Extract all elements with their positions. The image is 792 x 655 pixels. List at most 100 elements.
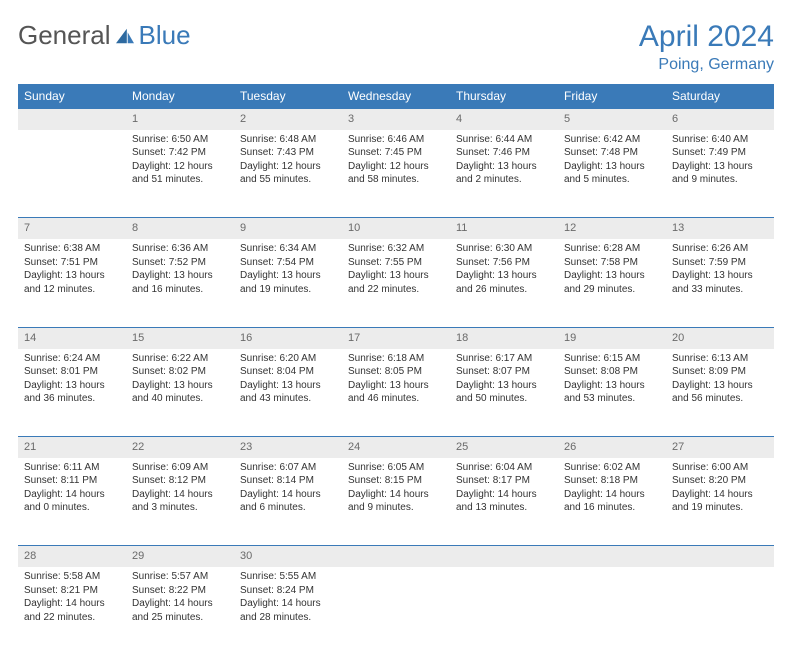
sunset-text: Sunset: 7:45 PM — [348, 146, 444, 160]
daylight-text: Daylight: 13 hours and 40 minutes. — [132, 379, 228, 406]
daylight-text: Daylight: 14 hours and 28 minutes. — [240, 597, 336, 624]
sunrise-text: Sunrise: 6:36 AM — [132, 242, 228, 256]
sunset-text: Sunset: 7:59 PM — [672, 256, 768, 270]
sunset-text: Sunset: 8:14 PM — [240, 474, 336, 488]
daylight-text: Daylight: 13 hours and 22 minutes. — [348, 269, 444, 296]
month-title: April 2024 — [639, 20, 774, 54]
day-cell: Sunrise: 6:07 AMSunset: 8:14 PMDaylight:… — [234, 458, 342, 546]
daylight-text: Daylight: 13 hours and 29 minutes. — [564, 269, 660, 296]
content-row: Sunrise: 6:11 AMSunset: 8:11 PMDaylight:… — [18, 458, 774, 546]
day-cell: Sunrise: 6:42 AMSunset: 7:48 PMDaylight:… — [558, 130, 666, 218]
day-cell: Sunrise: 6:40 AMSunset: 7:49 PMDaylight:… — [666, 130, 774, 218]
day-cell: Sunrise: 6:20 AMSunset: 8:04 PMDaylight:… — [234, 349, 342, 437]
day-cell: Sunrise: 6:44 AMSunset: 7:46 PMDaylight:… — [450, 130, 558, 218]
sunrise-text: Sunrise: 6:11 AM — [24, 461, 120, 475]
day-number: 3 — [342, 109, 450, 130]
daynum-row: 282930 — [18, 546, 774, 567]
daylight-text: Daylight: 13 hours and 53 minutes. — [564, 379, 660, 406]
day-number: 17 — [342, 327, 450, 348]
day-cell — [666, 567, 774, 655]
sunset-text: Sunset: 8:22 PM — [132, 584, 228, 598]
day-number: 19 — [558, 327, 666, 348]
daylight-text: Daylight: 14 hours and 25 minutes. — [132, 597, 228, 624]
day-number: 21 — [18, 437, 126, 458]
sunset-text: Sunset: 8:05 PM — [348, 365, 444, 379]
sunset-text: Sunset: 7:43 PM — [240, 146, 336, 160]
sunset-text: Sunset: 8:24 PM — [240, 584, 336, 598]
daylight-text: Daylight: 14 hours and 19 minutes. — [672, 488, 768, 515]
brand-part1: General — [18, 20, 111, 51]
day-cell: Sunrise: 6:26 AMSunset: 7:59 PMDaylight:… — [666, 239, 774, 327]
sunrise-text: Sunrise: 6:04 AM — [456, 461, 552, 475]
day-number: 1 — [126, 109, 234, 130]
daylight-text: Daylight: 14 hours and 0 minutes. — [24, 488, 120, 515]
weekday-header-row: Sunday Monday Tuesday Wednesday Thursday… — [18, 84, 774, 109]
day-number — [18, 109, 126, 130]
sunrise-text: Sunrise: 6:40 AM — [672, 133, 768, 147]
sunset-text: Sunset: 7:52 PM — [132, 256, 228, 270]
day-cell: Sunrise: 6:09 AMSunset: 8:12 PMDaylight:… — [126, 458, 234, 546]
daylight-text: Daylight: 13 hours and 9 minutes. — [672, 160, 768, 187]
weekday-header: Wednesday — [342, 84, 450, 109]
weekday-header: Monday — [126, 84, 234, 109]
day-cell: Sunrise: 6:02 AMSunset: 8:18 PMDaylight:… — [558, 458, 666, 546]
day-number: 20 — [666, 327, 774, 348]
sunrise-text: Sunrise: 5:57 AM — [132, 570, 228, 584]
day-number: 13 — [666, 218, 774, 239]
sunrise-text: Sunrise: 6:38 AM — [24, 242, 120, 256]
daylight-text: Daylight: 13 hours and 12 minutes. — [24, 269, 120, 296]
day-cell — [342, 567, 450, 655]
sunrise-text: Sunrise: 6:09 AM — [132, 461, 228, 475]
sunset-text: Sunset: 7:51 PM — [24, 256, 120, 270]
day-cell: Sunrise: 5:58 AMSunset: 8:21 PMDaylight:… — [18, 567, 126, 655]
day-cell: Sunrise: 6:28 AMSunset: 7:58 PMDaylight:… — [558, 239, 666, 327]
daylight-text: Daylight: 14 hours and 9 minutes. — [348, 488, 444, 515]
day-cell: Sunrise: 6:15 AMSunset: 8:08 PMDaylight:… — [558, 349, 666, 437]
sunset-text: Sunset: 8:20 PM — [672, 474, 768, 488]
sunrise-text: Sunrise: 6:02 AM — [564, 461, 660, 475]
day-cell: Sunrise: 6:11 AMSunset: 8:11 PMDaylight:… — [18, 458, 126, 546]
day-cell: Sunrise: 6:22 AMSunset: 8:02 PMDaylight:… — [126, 349, 234, 437]
sunrise-text: Sunrise: 6:26 AM — [672, 242, 768, 256]
day-number: 4 — [450, 109, 558, 130]
daylight-text: Daylight: 14 hours and 13 minutes. — [456, 488, 552, 515]
day-cell: Sunrise: 6:17 AMSunset: 8:07 PMDaylight:… — [450, 349, 558, 437]
sunrise-text: Sunrise: 6:50 AM — [132, 133, 228, 147]
sunset-text: Sunset: 8:08 PM — [564, 365, 660, 379]
day-cell: Sunrise: 6:18 AMSunset: 8:05 PMDaylight:… — [342, 349, 450, 437]
content-row: Sunrise: 5:58 AMSunset: 8:21 PMDaylight:… — [18, 567, 774, 655]
sunset-text: Sunset: 8:17 PM — [456, 474, 552, 488]
sunset-text: Sunset: 7:42 PM — [132, 146, 228, 160]
daynum-row: 78910111213 — [18, 218, 774, 239]
daylight-text: Daylight: 13 hours and 46 minutes. — [348, 379, 444, 406]
day-number: 25 — [450, 437, 558, 458]
daylight-text: Daylight: 12 hours and 51 minutes. — [132, 160, 228, 187]
day-number: 22 — [126, 437, 234, 458]
daylight-text: Daylight: 12 hours and 55 minutes. — [240, 160, 336, 187]
day-number: 27 — [666, 437, 774, 458]
day-number: 30 — [234, 546, 342, 567]
day-cell: Sunrise: 6:36 AMSunset: 7:52 PMDaylight:… — [126, 239, 234, 327]
sunrise-text: Sunrise: 6:48 AM — [240, 133, 336, 147]
sunrise-text: Sunrise: 6:42 AM — [564, 133, 660, 147]
location-label: Poing, Germany — [639, 56, 774, 74]
content-row: Sunrise: 6:24 AMSunset: 8:01 PMDaylight:… — [18, 349, 774, 437]
sunrise-text: Sunrise: 6:15 AM — [564, 352, 660, 366]
day-number: 29 — [126, 546, 234, 567]
day-cell — [558, 567, 666, 655]
day-number: 11 — [450, 218, 558, 239]
daylight-text: Daylight: 13 hours and 19 minutes. — [240, 269, 336, 296]
day-number — [666, 546, 774, 567]
day-cell: Sunrise: 6:00 AMSunset: 8:20 PMDaylight:… — [666, 458, 774, 546]
sunrise-text: Sunrise: 5:58 AM — [24, 570, 120, 584]
weekday-header: Saturday — [666, 84, 774, 109]
day-number: 24 — [342, 437, 450, 458]
day-cell: Sunrise: 6:50 AMSunset: 7:42 PMDaylight:… — [126, 130, 234, 218]
sunset-text: Sunset: 8:09 PM — [672, 365, 768, 379]
daylight-text: Daylight: 13 hours and 33 minutes. — [672, 269, 768, 296]
daylight-text: Daylight: 13 hours and 50 minutes. — [456, 379, 552, 406]
weekday-header: Sunday — [18, 84, 126, 109]
daylight-text: Daylight: 14 hours and 6 minutes. — [240, 488, 336, 515]
sunset-text: Sunset: 8:02 PM — [132, 365, 228, 379]
day-number: 9 — [234, 218, 342, 239]
